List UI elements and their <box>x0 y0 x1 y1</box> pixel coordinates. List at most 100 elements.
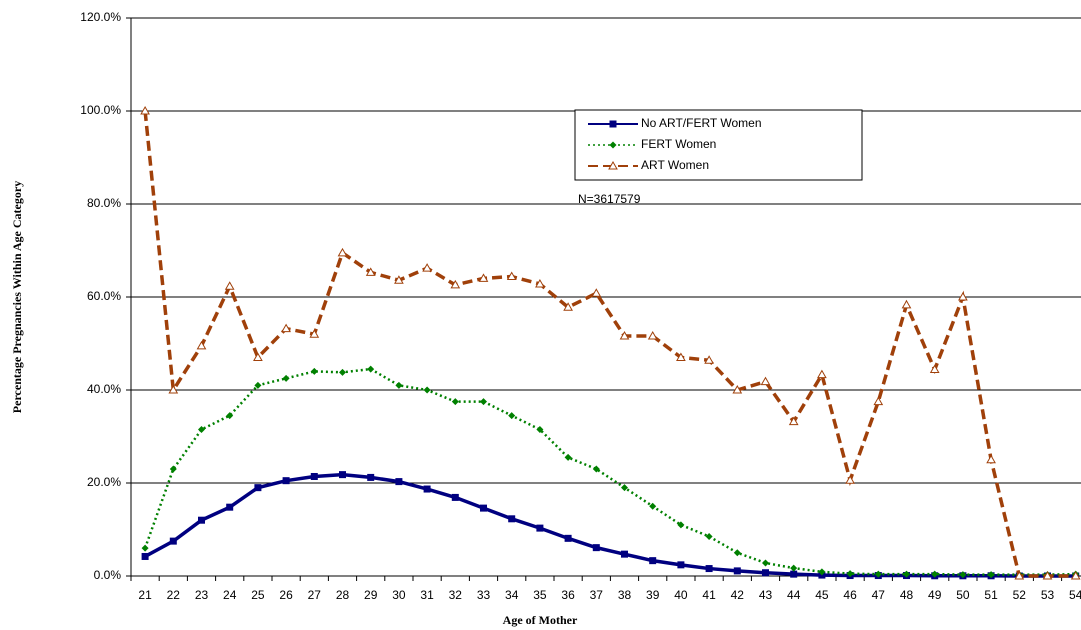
x-tick-label: 46 <box>843 588 857 602</box>
data-point <box>677 521 685 529</box>
data-point <box>339 471 346 479</box>
data-point <box>592 465 600 473</box>
x-tick-label: 40 <box>674 588 688 602</box>
series-line <box>143 367 1076 576</box>
data-point <box>619 331 630 340</box>
data-point <box>423 386 431 394</box>
data-point <box>1014 570 1025 580</box>
data-point <box>733 549 741 557</box>
data-point <box>168 384 179 394</box>
x-tick-label: 30 <box>392 588 406 602</box>
data-point <box>732 384 743 394</box>
y-tick-label: 40.0% <box>87 382 121 396</box>
legend-marker <box>608 160 618 170</box>
x-tick-label: 23 <box>195 588 209 602</box>
x-tick-label: 27 <box>308 588 322 602</box>
data-point <box>817 369 827 379</box>
data-point <box>762 569 769 577</box>
x-tick-label: 26 <box>279 588 293 602</box>
x-tick-label: 29 <box>364 588 378 602</box>
x-tick-label: 42 <box>731 588 745 602</box>
x-tick-label: 35 <box>533 588 547 602</box>
data-point <box>846 570 854 578</box>
data-point <box>478 273 489 282</box>
x-tick-label: 33 <box>477 588 491 602</box>
x-tick-label: 52 <box>1013 588 1027 602</box>
data-point <box>621 484 628 492</box>
data-point <box>986 454 996 464</box>
y-tick-label: 100.0% <box>80 103 121 117</box>
data-point <box>451 493 459 501</box>
data-point <box>676 352 686 361</box>
y-tick-label: 120.0% <box>80 10 121 24</box>
data-point <box>337 247 348 257</box>
data-point <box>169 537 177 545</box>
data-point <box>677 561 685 569</box>
data-point <box>1042 570 1053 580</box>
data-point <box>788 416 799 426</box>
data-point <box>365 267 376 276</box>
data-point <box>281 323 291 333</box>
data-point <box>508 515 516 523</box>
y-tick-label: 0.0% <box>94 568 122 582</box>
data-point <box>309 329 320 338</box>
data-point <box>790 564 798 572</box>
x-tick-label: 54 <box>1069 588 1081 602</box>
legend-label: ART Women <box>641 158 709 172</box>
data-point <box>198 516 205 524</box>
data-point <box>958 291 968 301</box>
x-tick-label: 43 <box>759 588 773 602</box>
data-point <box>649 557 657 565</box>
data-point <box>339 368 346 376</box>
data-point <box>931 570 939 578</box>
y-tick-label: 60.0% <box>87 289 121 303</box>
data-point <box>395 381 403 389</box>
data-point <box>903 570 910 578</box>
x-tick-label: 31 <box>420 588 434 602</box>
y-tick-label: 20.0% <box>87 475 121 489</box>
data-point <box>733 567 741 575</box>
x-tick-label: 21 <box>138 588 152 602</box>
data-point <box>621 550 628 558</box>
data-point <box>649 502 657 510</box>
legend-box <box>574 109 863 181</box>
x-tick-label: 50 <box>956 588 970 602</box>
x-tick-label: 53 <box>1041 588 1055 602</box>
legend: No ART/FERT Women FERT Women ART Women <box>574 109 863 181</box>
legend-marker <box>609 141 617 149</box>
data-point <box>282 374 290 382</box>
data-point <box>224 281 235 290</box>
data-point <box>845 475 855 484</box>
data-point <box>310 367 318 375</box>
data-point <box>536 524 544 532</box>
data-point <box>790 570 798 578</box>
data-point <box>959 571 967 579</box>
data-point <box>253 352 263 361</box>
x-axis-label: Age of Mother <box>503 613 578 627</box>
data-point <box>254 381 262 389</box>
x-tick-label: 49 <box>928 588 942 602</box>
data-point <box>451 398 459 406</box>
data-point <box>282 477 290 485</box>
data-point <box>705 532 713 540</box>
x-tick-label: 48 <box>900 588 914 602</box>
annotation: N=3617579 <box>578 192 641 206</box>
x-tick-label: 39 <box>646 588 660 602</box>
data-point <box>226 412 234 420</box>
data-point <box>423 485 431 493</box>
data-point <box>592 544 600 552</box>
series-line <box>144 472 1076 578</box>
data-point <box>987 571 995 579</box>
data-point <box>762 559 769 567</box>
x-tick-label: 25 <box>251 588 265 602</box>
data-point <box>198 426 205 434</box>
data-point <box>563 302 573 311</box>
data-point <box>367 473 375 481</box>
data-point <box>1070 570 1081 580</box>
x-tick-label: 51 <box>984 588 998 602</box>
x-tick-label: 24 <box>223 588 237 602</box>
series-line <box>143 110 1076 578</box>
data-point <box>480 504 487 512</box>
x-tick-label: 32 <box>449 588 463 602</box>
